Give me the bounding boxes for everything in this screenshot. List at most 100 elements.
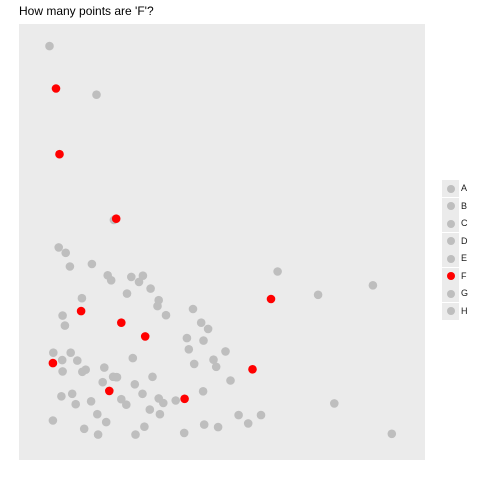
point-e	[58, 367, 67, 376]
point-b	[127, 272, 136, 282]
legend-item-h: H	[442, 302, 476, 321]
point-c	[203, 324, 213, 334]
point-e	[57, 392, 66, 401]
point-a	[77, 293, 87, 303]
point-a	[61, 248, 70, 258]
point-a	[49, 348, 58, 358]
legend-label: C	[461, 218, 468, 228]
point-h	[199, 420, 209, 429]
point-b	[122, 289, 132, 298]
point-h	[108, 372, 118, 382]
point-h	[213, 422, 223, 432]
point-f	[180, 394, 189, 404]
point-d	[60, 321, 70, 330]
point-e	[93, 430, 103, 439]
point-e	[48, 416, 58, 425]
plot-panel	[19, 24, 425, 460]
legend-marker	[446, 184, 455, 193]
point-c	[146, 284, 155, 293]
legend-label: A	[461, 183, 468, 193]
chart-title: How many points are 'F'?	[19, 4, 154, 18]
point-b	[92, 90, 101, 99]
legend-label: D	[461, 235, 468, 246]
point-d	[100, 363, 109, 372]
point-d	[67, 389, 77, 399]
point-g	[182, 333, 192, 343]
point-a	[117, 394, 126, 404]
legend-item-e: E	[442, 250, 476, 268]
point-f	[76, 306, 86, 316]
legend-key	[442, 250, 459, 267]
point-g	[138, 389, 147, 399]
point-e	[101, 417, 111, 427]
point-d	[66, 348, 75, 358]
point-h	[179, 428, 189, 438]
legend-label: E	[461, 253, 468, 263]
point-f	[48, 358, 58, 368]
point-f	[140, 332, 150, 341]
point-h	[256, 410, 266, 420]
point-b	[106, 276, 116, 285]
legend-key	[442, 285, 459, 302]
point-h	[226, 376, 235, 385]
point-f	[105, 386, 114, 396]
point-a	[57, 355, 67, 365]
point-c	[199, 336, 208, 345]
legend-item-g: G	[442, 285, 476, 303]
point-h	[368, 281, 378, 290]
legend-key	[442, 197, 459, 215]
legend-marker	[446, 202, 455, 210]
legend-marker	[446, 307, 455, 315]
point-c	[161, 310, 171, 320]
point-g	[148, 372, 157, 382]
point-h	[130, 380, 140, 389]
legend-item-a: A	[442, 180, 476, 198]
point-b	[65, 262, 75, 271]
point-e	[128, 353, 138, 363]
legend-item-f: F	[442, 267, 476, 286]
legend-key	[442, 180, 459, 197]
point-b	[134, 277, 144, 287]
legend-label: B	[461, 200, 468, 211]
point-d	[93, 409, 102, 419]
legend-label: F	[461, 270, 467, 281]
point-h	[330, 399, 339, 408]
point-g	[122, 400, 131, 410]
data-points	[45, 41, 397, 439]
point-h	[131, 430, 140, 439]
point-e	[79, 424, 89, 434]
point-a	[98, 377, 107, 387]
point-h	[140, 422, 149, 432]
point-a	[54, 243, 63, 252]
point-f	[266, 294, 276, 304]
point-b	[87, 259, 97, 269]
point-h	[211, 362, 221, 372]
point-h	[189, 359, 199, 369]
point-c	[184, 345, 194, 354]
legend-key	[442, 232, 459, 250]
point-f	[248, 365, 257, 374]
point-d	[78, 367, 87, 377]
point-h	[154, 394, 163, 403]
legend-label: G	[461, 288, 469, 298]
legend-marker	[446, 289, 455, 298]
point-h	[198, 387, 208, 396]
point-g	[209, 355, 218, 365]
legend-item-b: B	[442, 197, 476, 216]
legend-item-c: C	[442, 215, 476, 233]
point-d	[86, 397, 96, 406]
point-h	[145, 405, 155, 414]
point-h	[234, 410, 243, 420]
legend-key	[442, 302, 459, 320]
point-h	[221, 347, 230, 356]
point-c	[188, 304, 198, 314]
point-g	[196, 318, 206, 328]
point-h	[273, 267, 282, 276]
point-h	[155, 409, 165, 419]
legend-marker	[446, 237, 455, 245]
point-d	[58, 311, 67, 320]
point-e	[71, 399, 80, 409]
point-f	[55, 149, 64, 159]
